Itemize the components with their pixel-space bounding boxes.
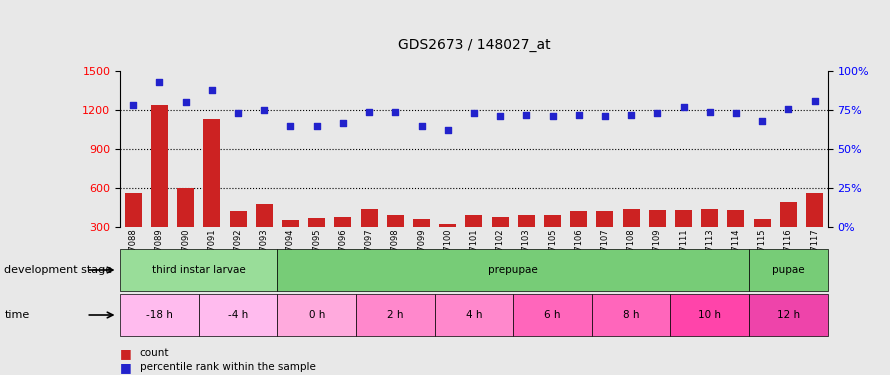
Point: [415, 123, 429, 129]
Bar: [649, 210, 666, 266]
Point: [676, 104, 691, 110]
Text: -18 h: -18 h: [146, 310, 173, 320]
Point: [362, 109, 376, 115]
Point: [310, 123, 324, 129]
Bar: [203, 119, 221, 266]
Point: [624, 112, 638, 118]
Bar: [754, 219, 771, 266]
Bar: [780, 202, 797, 266]
Point: [703, 109, 717, 115]
Text: percentile rank within the sample: percentile rank within the sample: [140, 363, 316, 372]
Bar: [255, 204, 273, 266]
Bar: [360, 209, 377, 266]
Bar: [675, 210, 692, 266]
Point: [205, 87, 219, 93]
Point: [179, 99, 193, 105]
Text: ■: ■: [120, 361, 132, 374]
Text: GDS2673 / 148027_at: GDS2673 / 148027_at: [398, 39, 550, 53]
Text: 2 h: 2 h: [387, 310, 403, 320]
Point: [755, 118, 769, 124]
Bar: [335, 216, 352, 266]
Text: time: time: [4, 310, 29, 320]
Text: development stage: development stage: [4, 265, 112, 275]
Bar: [125, 193, 142, 266]
Bar: [308, 218, 325, 266]
Point: [388, 109, 402, 115]
Bar: [544, 215, 561, 266]
Point: [519, 112, 533, 118]
Bar: [491, 216, 509, 266]
Bar: [387, 215, 404, 266]
Point: [807, 98, 821, 104]
Text: 12 h: 12 h: [777, 310, 800, 320]
Text: count: count: [140, 348, 169, 358]
Point: [257, 107, 271, 113]
Text: 6 h: 6 h: [545, 310, 561, 320]
Point: [493, 113, 507, 119]
Text: 10 h: 10 h: [699, 310, 721, 320]
Bar: [413, 219, 430, 266]
Text: pupae: pupae: [773, 265, 805, 275]
Text: prepupae: prepupae: [489, 265, 538, 275]
Text: ■: ■: [120, 347, 132, 360]
Point: [546, 113, 560, 119]
Point: [467, 110, 481, 116]
Bar: [570, 211, 587, 266]
Point: [283, 123, 297, 129]
Point: [336, 120, 350, 126]
Bar: [439, 224, 457, 266]
Bar: [727, 210, 745, 266]
Bar: [177, 188, 194, 266]
Point: [571, 112, 586, 118]
Bar: [518, 215, 535, 266]
Point: [651, 110, 665, 116]
Bar: [151, 105, 168, 266]
Point: [126, 102, 141, 108]
Text: third instar larvae: third instar larvae: [152, 265, 246, 275]
Point: [231, 110, 246, 116]
Bar: [465, 215, 482, 266]
Bar: [623, 209, 640, 266]
Bar: [701, 209, 718, 266]
Text: -4 h: -4 h: [228, 310, 248, 320]
Text: 0 h: 0 h: [309, 310, 325, 320]
Point: [781, 106, 796, 112]
Point: [598, 113, 612, 119]
Text: 8 h: 8 h: [623, 310, 639, 320]
Point: [441, 128, 455, 134]
Point: [729, 110, 743, 116]
Bar: [282, 220, 299, 266]
Text: 4 h: 4 h: [465, 310, 482, 320]
Point: [152, 79, 166, 85]
Bar: [596, 211, 613, 266]
Bar: [806, 193, 823, 266]
Bar: [230, 211, 247, 266]
